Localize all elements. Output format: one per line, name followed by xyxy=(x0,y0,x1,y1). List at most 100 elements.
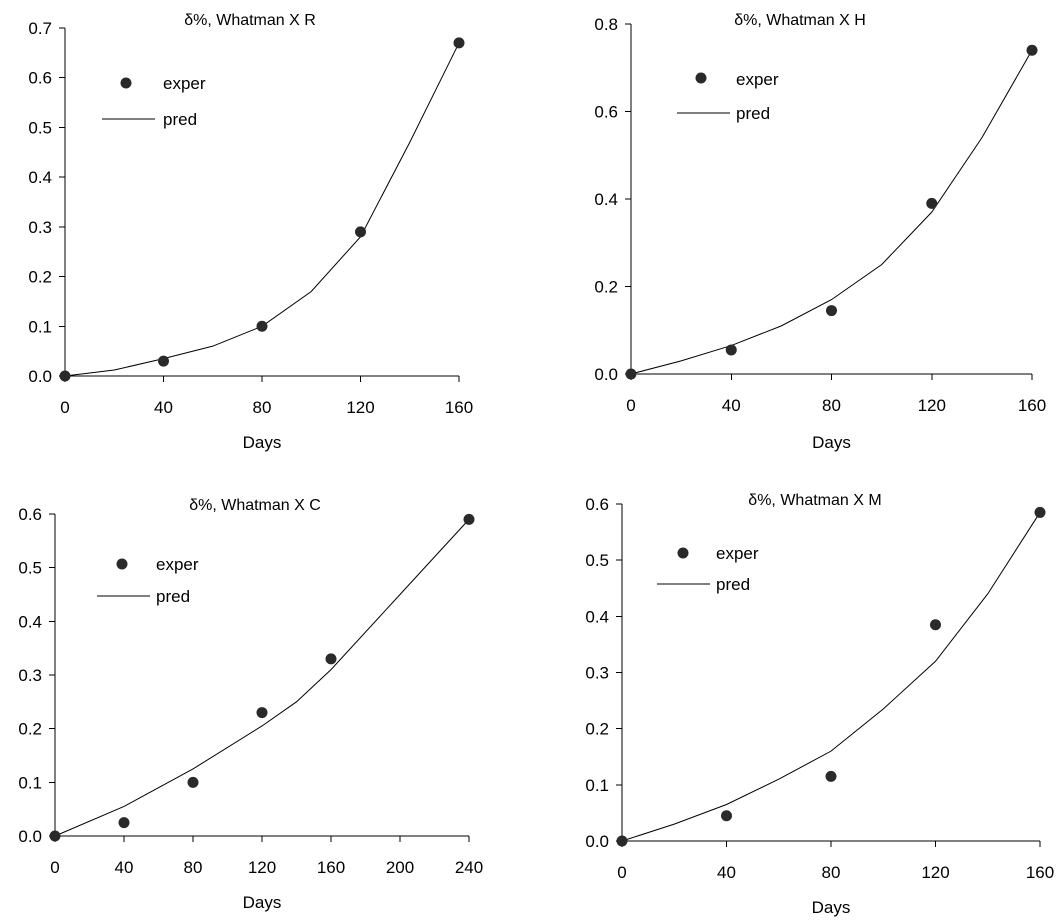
legend: exper pred xyxy=(657,544,759,594)
legend: exper pred xyxy=(677,70,779,123)
y-tick-label: 0.5 xyxy=(28,118,52,137)
legend-pred-label: pred xyxy=(156,587,190,606)
legend-exper-marker xyxy=(116,558,128,570)
x-axis-label: Days xyxy=(812,898,851,917)
x-axis-label: Days xyxy=(243,433,282,452)
exper-data-point xyxy=(118,817,130,829)
y-tick-label: 0.3 xyxy=(18,666,42,685)
chart-panel-whatman-x-r: 0.0 0.1 0.2 0.3 0.4 0.5 0.6 0.7 0 40 80 120 160 δ%, W… xyxy=(0,0,500,460)
chart-svg: 0.0 0.1 0.2 0.3 0.4 0.5 0.6 0.7 0 40 80 120 160 δ%, W… xyxy=(28,12,473,452)
exper-data-point xyxy=(256,320,268,332)
chart-title: δ%, Whatman X H xyxy=(734,12,866,29)
exper-data-point xyxy=(256,707,268,719)
x-tick-label: 160 xyxy=(1026,863,1054,882)
exper-data-point xyxy=(926,197,938,209)
pred-series-line xyxy=(630,50,1033,375)
chart-panel-whatman-x-c: 0.0 0.1 0.2 0.3 0.4 0.5 0.6 0 40 80 120 160 200 240 δ%… xyxy=(0,470,500,920)
x-tick-label: 80 xyxy=(184,858,203,877)
legend-exper-label: exper xyxy=(163,74,206,93)
legend-exper-marker xyxy=(695,72,707,84)
legend-exper-label: exper xyxy=(156,555,199,574)
pred-series-line xyxy=(54,519,470,837)
chart-title: δ%, Whatman X C xyxy=(189,497,321,514)
y-tick-label: 0.6 xyxy=(594,103,618,122)
exper-data-point xyxy=(355,226,366,238)
exper-data-point xyxy=(463,513,475,525)
x-tick-label: 40 xyxy=(115,858,134,877)
exper-data-point xyxy=(825,770,837,782)
x-axis-label: Days xyxy=(243,893,282,912)
y-tick-label: 0.0 xyxy=(594,365,618,384)
legend-exper-label: exper xyxy=(716,544,759,563)
exper-data-point xyxy=(616,835,628,847)
y-tick-label: 0.0 xyxy=(585,832,609,851)
exper-data-point xyxy=(725,344,737,356)
legend-pred-label: pred xyxy=(163,110,197,129)
x-tick-label: 40 xyxy=(717,863,736,882)
exper-data-point xyxy=(158,355,169,367)
legend-pred-label: pred xyxy=(716,575,750,594)
x-tick-label: 0 xyxy=(626,396,635,415)
legend-exper-marker xyxy=(120,77,132,89)
exper-data-point xyxy=(59,370,71,382)
y-tick-label: 0.0 xyxy=(28,367,52,386)
chart-svg: 0.0 0.1 0.2 0.3 0.4 0.5 0.6 0 40 80 120 160 δ%, What… xyxy=(585,492,1054,917)
y-tick-label: 0.4 xyxy=(18,612,42,631)
x-tick-label: 0 xyxy=(50,858,59,877)
x-tick-label: 160 xyxy=(1018,396,1046,415)
x-tick-label: 80 xyxy=(253,398,272,417)
exper-data-point xyxy=(721,810,732,822)
x-tick-label: 120 xyxy=(918,396,946,415)
exper-data-point xyxy=(49,830,61,842)
x-tick-label: 40 xyxy=(722,396,741,415)
exper-data-point xyxy=(625,368,637,380)
x-tick-label: 80 xyxy=(822,396,841,415)
y-tick-label: 0.8 xyxy=(594,15,618,34)
pred-series-line xyxy=(621,512,1041,842)
y-tick-label: 0.7 xyxy=(28,19,52,38)
chart-panel-whatman-x-m: 0.0 0.1 0.2 0.3 0.4 0.5 0.6 0 40 80 120 160 δ%, What… xyxy=(530,470,1063,920)
exper-data-point xyxy=(325,653,337,665)
y-tick-label: 0.6 xyxy=(585,495,609,514)
x-tick-label: 200 xyxy=(386,858,414,877)
x-tick-label: 120 xyxy=(921,863,949,882)
chart-panel-whatman-x-h: 0.0 0.2 0.4 0.6 0.8 0 40 80 120 160 δ%, Whatman X … xyxy=(530,0,1063,460)
x-tick-label: 160 xyxy=(317,858,345,877)
x-tick-label: 40 xyxy=(154,398,173,417)
x-tick-label: 120 xyxy=(248,858,276,877)
y-tick-label: 0.6 xyxy=(28,69,52,88)
y-tick-label: 0.0 xyxy=(18,827,42,846)
x-tick-label: 160 xyxy=(445,398,473,417)
exper-data-point xyxy=(453,37,465,49)
y-tick-label: 0.5 xyxy=(18,559,42,578)
y-tick-label: 0.4 xyxy=(28,168,52,187)
chart-svg: 0.0 0.2 0.4 0.6 0.8 0 40 80 120 160 δ%, Whatman X … xyxy=(594,12,1046,452)
exper-data-point xyxy=(930,619,941,631)
exper-data-point xyxy=(1034,506,1046,518)
chart-title: δ%, Whatman X M xyxy=(748,492,881,509)
chart-title: δ%, Whatman X R xyxy=(184,12,316,29)
y-tick-label: 0.2 xyxy=(18,720,42,739)
x-axis-label: Days xyxy=(812,433,851,452)
x-tick-label: 0 xyxy=(60,398,69,417)
x-tick-label: 0 xyxy=(617,863,626,882)
legend: exper pred xyxy=(97,555,199,606)
y-tick-label: 0.2 xyxy=(594,278,618,297)
exper-data-point xyxy=(1026,44,1038,56)
y-tick-label: 0.1 xyxy=(585,776,609,795)
y-tick-label: 0.5 xyxy=(585,551,609,570)
chart-svg: 0.0 0.1 0.2 0.3 0.4 0.5 0.6 0 40 80 120 160 200 240 δ%… xyxy=(18,497,483,912)
y-tick-label: 0.1 xyxy=(28,317,52,336)
exper-data-point xyxy=(187,776,199,788)
legend: exper pred xyxy=(102,74,206,129)
legend-pred-label: pred xyxy=(736,104,770,123)
y-tick-label: 0.2 xyxy=(28,268,52,287)
x-tick-label: 120 xyxy=(346,398,374,417)
y-tick-label: 0.6 xyxy=(18,505,42,524)
y-tick-label: 0.1 xyxy=(18,773,42,792)
y-tick-label: 0.2 xyxy=(585,720,609,739)
y-tick-label: 0.3 xyxy=(585,664,609,683)
y-tick-label: 0.4 xyxy=(585,607,609,626)
y-tick-label: 0.4 xyxy=(594,190,618,209)
legend-exper-label: exper xyxy=(736,70,779,89)
